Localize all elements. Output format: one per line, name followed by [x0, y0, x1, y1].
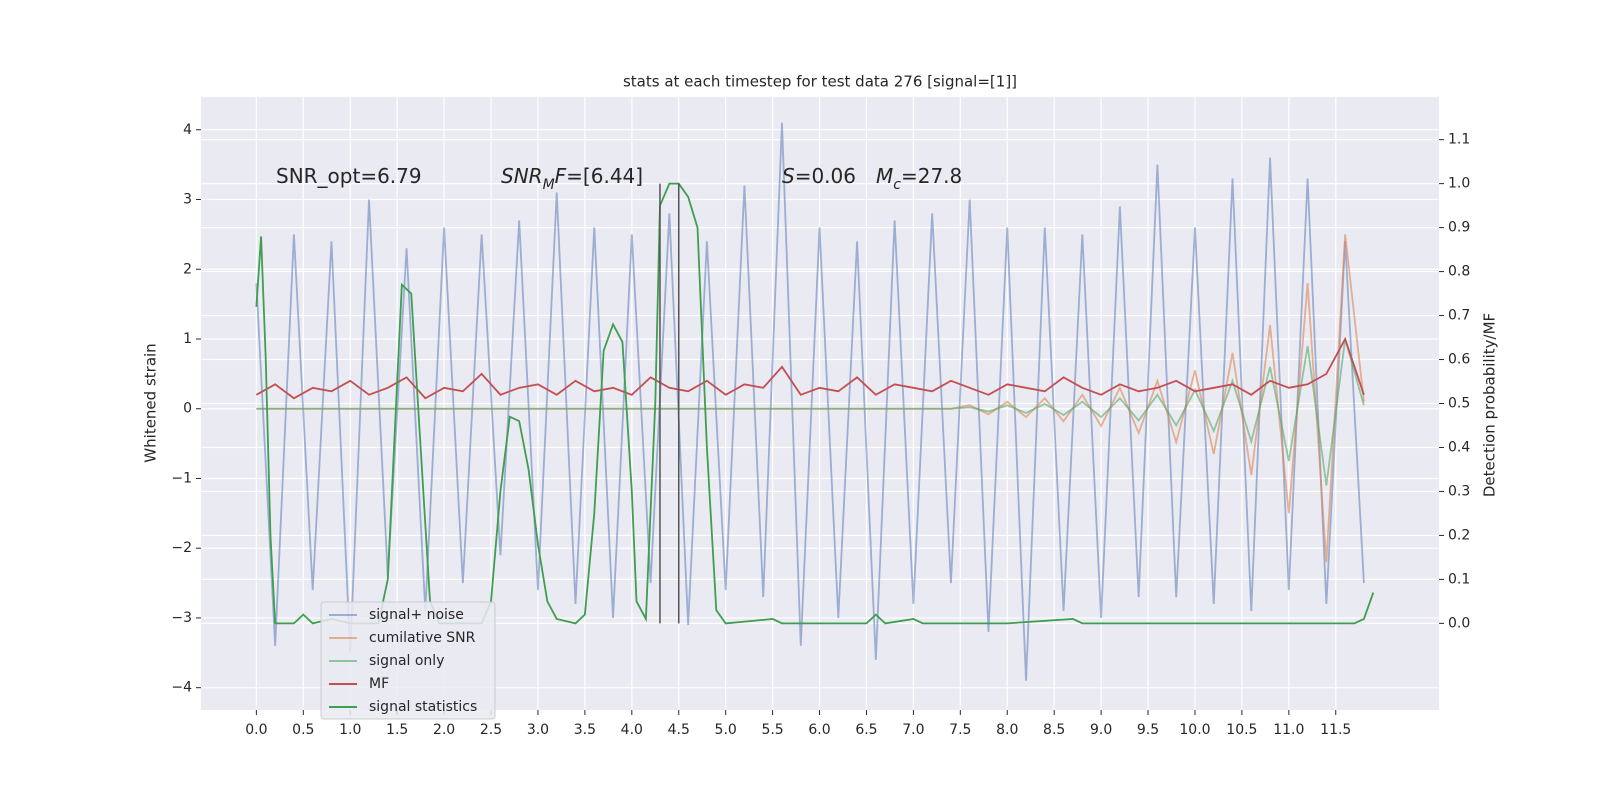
annotation-part: M: [543, 177, 555, 193]
annotation: SNRMF=[6.44]: [501, 164, 643, 194]
y-tick-label: 1: [183, 331, 192, 347]
legend-label: signal only: [369, 653, 444, 669]
x-tick-label: 2.0: [433, 722, 455, 738]
legend-label: MF: [369, 676, 389, 692]
x-tick-label: 7.0: [902, 722, 924, 738]
legend-box: [320, 601, 496, 720]
x-tick-label: 0.0: [245, 722, 267, 738]
x-tick-label: 5.5: [761, 722, 783, 738]
y-tick-label: 0: [183, 401, 192, 417]
annotation-part: =27.8: [901, 164, 962, 188]
legend-label: signal+ noise: [369, 607, 464, 623]
y2-tick-label: 0.6: [1448, 352, 1470, 368]
y-tick-label: 2: [183, 261, 192, 277]
y-axis-label: Whitened strain: [142, 343, 160, 462]
y-tick-label: −1: [171, 470, 192, 486]
x-tick-label: 3.5: [574, 722, 596, 738]
series-line: [256, 338, 1365, 486]
x-tick-label: 9.0: [1090, 722, 1112, 738]
annotation: S=0.06: [782, 164, 856, 188]
annotation-part: =0.06: [795, 164, 856, 188]
y2-tick-label: 0.1: [1448, 571, 1470, 587]
annotation-part: S: [782, 164, 795, 188]
annotation-part: SNR: [501, 164, 543, 188]
y2-tick-label: 0.4: [1448, 439, 1470, 455]
y2-axis-label: Detection probability/MF: [1481, 313, 1499, 497]
y2-tick-label: 1.0: [1448, 176, 1470, 192]
x-tick-label: 7.5: [949, 722, 971, 738]
legend-label: signal statistics: [369, 699, 477, 715]
annotation: SNR_opt=6.79: [276, 164, 422, 188]
y-tick-label: −4: [171, 680, 192, 696]
y2-tick-label: 0.9: [1448, 220, 1470, 236]
x-tick-label: 6.0: [808, 722, 830, 738]
x-tick-label: 8.0: [996, 722, 1018, 738]
y2-tick-label: 0.3: [1448, 483, 1470, 499]
series-line: [255, 122, 1365, 681]
x-tick-label: 1.0: [339, 722, 361, 738]
series-line: [255, 336, 1365, 400]
x-tick-label: 11.5: [1320, 722, 1351, 738]
x-tick-label: 4.0: [621, 722, 643, 738]
y2-tick-label: 0.8: [1448, 264, 1470, 280]
x-tick-label: 2.5: [480, 722, 502, 738]
y-tick-label: −3: [171, 610, 192, 626]
x-tick-label: 4.5: [668, 722, 690, 738]
y-tick-label: 3: [183, 192, 192, 208]
y2-tick-label: 0.5: [1448, 396, 1470, 412]
x-tick-label: 3.0: [527, 722, 549, 738]
annotation-part: SNR_opt=6.79: [276, 164, 422, 188]
y2-tick-label: 0.7: [1448, 308, 1470, 324]
annotation-part: M: [876, 164, 893, 188]
y2-tick-label: 0.2: [1448, 527, 1470, 543]
y2-tick-label: 1.1: [1448, 132, 1470, 148]
y2-tick-label: 0.0: [1448, 615, 1470, 631]
x-tick-label: 6.5: [855, 722, 877, 738]
legend-label: cumilative SNR: [369, 630, 476, 646]
x-tick-label: 8.5: [1043, 722, 1065, 738]
x-tick-label: 5.0: [715, 722, 737, 738]
annotation-part: c: [893, 177, 901, 193]
annotation: Mc=27.8: [876, 164, 962, 194]
x-tick-label: 9.5: [1137, 722, 1159, 738]
x-tick-label: 10.0: [1179, 722, 1210, 738]
y-tick-label: −2: [171, 540, 192, 556]
y-tick-label: 4: [183, 122, 192, 138]
x-tick-label: 11.0: [1273, 722, 1304, 738]
annotation-part: F: [555, 164, 567, 188]
x-tick-label: 10.5: [1226, 722, 1257, 738]
x-tick-label: 1.5: [386, 722, 408, 738]
x-tick-label: 0.5: [292, 722, 314, 738]
annotation-part: =[6.44]: [566, 164, 643, 188]
chart-title: stats at each timestep for test data 276…: [623, 73, 1017, 91]
